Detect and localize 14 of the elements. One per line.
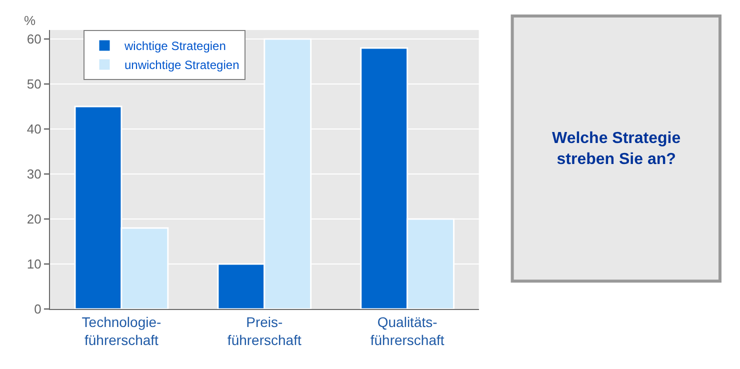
- legend-label: unwichtige Strategien: [124, 58, 240, 72]
- x-tick-label: Preis- führerschaft: [227, 314, 302, 348]
- legend-label: wichtige Strategien: [124, 39, 226, 54]
- y-tick-label: 60: [26, 32, 42, 47]
- text: Welche Strategie streben Sie an?: [552, 130, 681, 168]
- x-tick-label: Technologie- führerschaft: [82, 314, 162, 348]
- y-tick-label: 0: [34, 302, 42, 317]
- y-tick-label: 30: [26, 166, 42, 182]
- y-tick-label: 50: [26, 76, 42, 92]
- y-axis-title: %: [24, 13, 36, 28]
- x-tick-label: Qualitäts- führerschaft: [370, 314, 444, 348]
- y-tick-label: 40: [26, 122, 42, 137]
- y-tick-label: 20: [26, 212, 42, 227]
- y-tick-label: 10: [26, 256, 42, 272]
